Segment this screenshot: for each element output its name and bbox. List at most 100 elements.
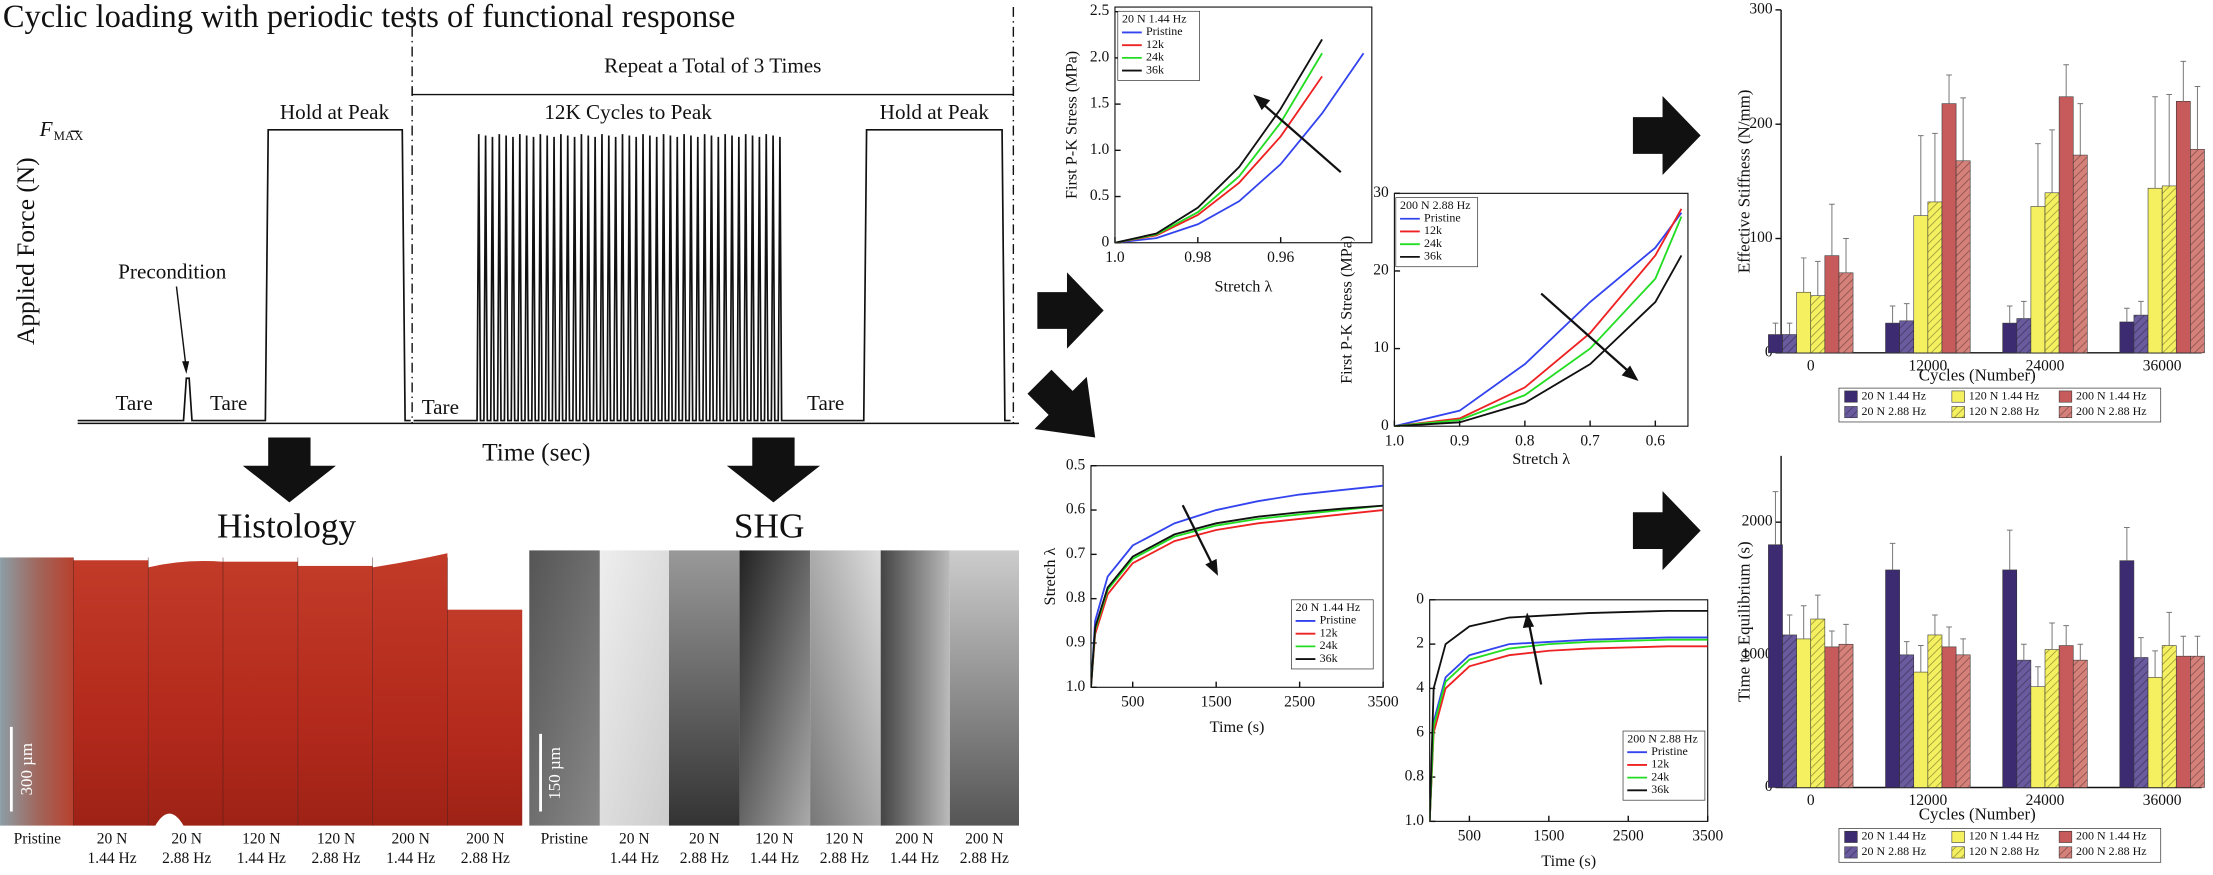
legend-swatch	[2058, 406, 2073, 419]
image-label: 120 N	[317, 830, 355, 847]
error-bar	[2063, 64, 2069, 97]
protocol-y-label: Applied Force (N)	[12, 157, 40, 345]
y-tick-label: 0	[1416, 590, 1424, 607]
image-label: 120 N	[755, 830, 793, 847]
error-bar	[1889, 542, 1896, 570]
error-bar	[2152, 96, 2158, 189]
legend-label: Pristine	[1146, 24, 1183, 38]
bar	[1899, 654, 1915, 788]
legend-label: 36k	[1651, 782, 1669, 796]
legend-label: 36k	[1424, 249, 1442, 263]
histology-panel: Histology 300 µm Pristine 20 N 1.44 Hz 20 N…	[0, 506, 523, 867]
image-label: 120 N	[825, 830, 863, 847]
legend-label: 36k	[1146, 62, 1164, 76]
legend-swatch	[1951, 830, 1965, 843]
bar	[2175, 101, 2191, 354]
bar	[2161, 185, 2177, 354]
y-axis-label: First P-K Stress (MPa)	[1062, 51, 1080, 199]
y-tick-label: 0.8	[1066, 589, 1086, 606]
tare-label: Tare	[807, 391, 844, 415]
error-bar	[1946, 74, 1952, 104]
precondition-arrow	[175, 286, 188, 370]
bar	[1899, 320, 1915, 354]
error-bar	[2166, 611, 2173, 646]
series-line	[1429, 638, 1708, 822]
series-line	[1429, 645, 1708, 822]
image-label: 1.44 Hz	[237, 850, 286, 867]
precondition-label: Precondition	[118, 260, 227, 284]
error-bar	[2180, 60, 2187, 102]
x-tick-label: 24000	[2026, 792, 2065, 809]
bar-chart: 01002003000120002400036000Cycles (Number…	[1735, 0, 2205, 423]
error-bar	[1772, 322, 1779, 335]
shg-image	[739, 550, 811, 826]
shg-image	[949, 550, 1019, 826]
error-bar	[2006, 305, 2013, 324]
bar	[1885, 569, 1900, 788]
bar	[1810, 618, 1826, 788]
hold-label: Hold at Peak	[280, 100, 390, 124]
scale-bar-label: 150 µm	[545, 747, 564, 800]
legend-label: 20 N 2.88 Hz	[1862, 404, 1927, 418]
x-tick-label: 0.9	[1450, 432, 1470, 449]
legend-swatch	[2058, 390, 2073, 403]
image-label: 200 N	[466, 830, 504, 847]
legend-label: 200 N 2.88 Hz	[2076, 844, 2147, 858]
bar	[1824, 255, 1840, 354]
error-bar	[2021, 300, 2027, 319]
bar	[2147, 187, 2163, 354]
error-bar	[2166, 93, 2173, 186]
x-tick-label: 24000	[2026, 357, 2065, 374]
histology-image	[372, 553, 448, 826]
shg-image	[880, 550, 950, 826]
image-label: 1.44 Hz	[890, 850, 939, 867]
image-label: Pristine	[541, 830, 589, 847]
trend-arrowhead	[1205, 558, 1218, 576]
x-tick-label: 2500	[1284, 693, 1315, 710]
bar	[2030, 686, 2046, 788]
shg-title: SHG	[734, 506, 805, 545]
bar	[1941, 103, 1957, 354]
y-tick-label: 1000	[1742, 645, 1773, 662]
hold-label: Hold at Peak	[880, 100, 990, 124]
legend-label: 36k	[1320, 651, 1338, 665]
series-line	[1394, 216, 1683, 427]
y-tick-label: 0	[1102, 233, 1110, 250]
x-axis-label: Cycles (Number)	[1919, 805, 2036, 824]
x-tick-label: 36000	[2143, 357, 2182, 374]
cycles-label: 12K Cycles to Peak	[544, 100, 712, 124]
error-bar	[2049, 129, 2055, 193]
legend-label: 120 N 2.88 Hz	[1969, 844, 2040, 858]
error-bar	[2035, 666, 2041, 687]
protocol-title: Cyclic loading with periodic tests of fu…	[3, 0, 735, 35]
image-label: 2.88 Hz	[820, 850, 869, 867]
y-tick-label: 200	[1749, 115, 1773, 132]
legend-label: 20 N 2.88 Hz	[1862, 844, 1927, 858]
x-tick-label: 500	[1458, 827, 1482, 844]
bar	[2058, 96, 2074, 354]
image-label: 2.88 Hz	[311, 850, 360, 867]
error-bar	[1772, 491, 1779, 545]
bar	[2190, 149, 2205, 354]
error-bar	[2035, 143, 2041, 207]
bar	[2133, 657, 2149, 788]
block-arrows	[242, 95, 1701, 571]
y-axis-label: Effective Stiffness (N/mm)	[1735, 90, 1754, 274]
y-tick-label: 6	[1416, 723, 1424, 740]
trend-arrow	[1181, 504, 1215, 568]
trend-arrow	[1259, 100, 1342, 174]
image-label: Pristine	[14, 830, 62, 847]
arrow-down	[726, 437, 821, 503]
y-tick-label: 0.9	[1066, 634, 1086, 651]
bar	[1796, 638, 1812, 788]
shg-image	[810, 550, 881, 826]
legend-label: 200 N 2.88 Hz	[2076, 404, 2147, 418]
histology-image	[73, 560, 149, 826]
x-tick-label: 1500	[1201, 693, 1232, 710]
series-line	[1090, 484, 1384, 688]
x-tick-label: 12000	[1908, 357, 1947, 374]
histology-image	[148, 560, 224, 826]
legend-label: Pristine	[1424, 211, 1461, 225]
